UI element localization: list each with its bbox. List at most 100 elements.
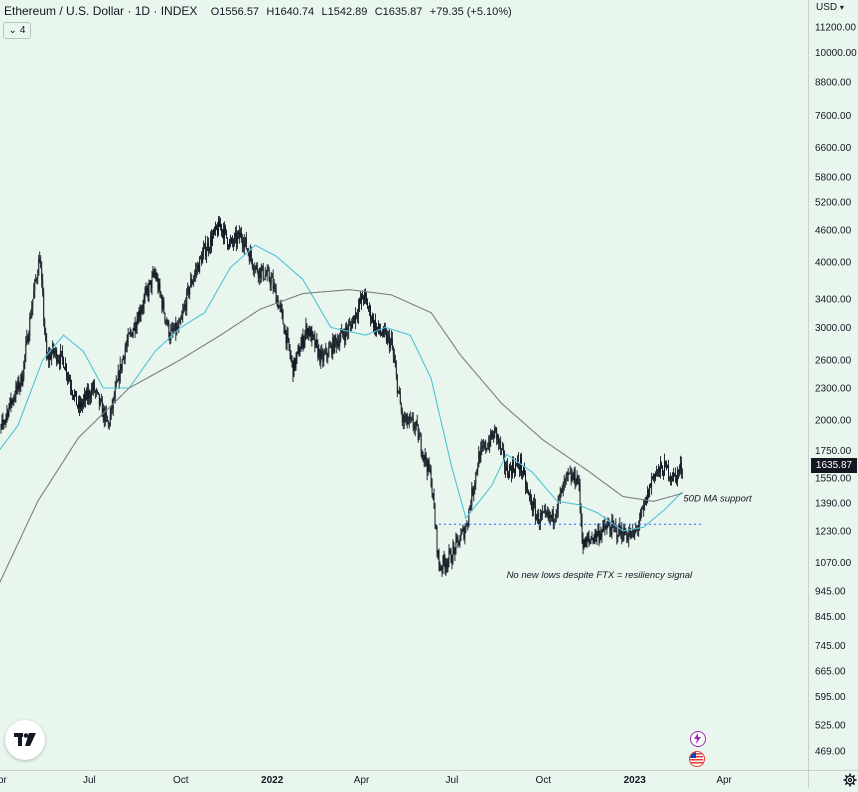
candle-body (34, 280, 36, 291)
candle-body (196, 269, 198, 271)
price-tick-label: 1070.00 (815, 558, 852, 569)
candle-body (248, 253, 250, 262)
candle-body (560, 488, 562, 493)
candle-body (582, 539, 584, 549)
candle-body (454, 548, 456, 554)
price-tick-label: 2000.00 (815, 415, 852, 426)
time-tick-label: 2023 (624, 775, 647, 786)
candle-body (628, 534, 630, 541)
candle-body (523, 468, 524, 475)
candle-body (549, 515, 551, 519)
chevron-down-icon: ⌄ (8, 25, 17, 36)
candle-body (667, 465, 668, 468)
candle-body (441, 567, 443, 570)
candle-body (165, 320, 167, 321)
us-flag-icon[interactable] (689, 751, 705, 767)
price-tick-label: 5800.00 (815, 172, 852, 183)
candle-body (343, 334, 345, 337)
candle-body (460, 533, 462, 541)
candle-body (94, 391, 96, 393)
candle-body (80, 401, 81, 409)
tradingview-logo-icon[interactable] (5, 720, 45, 760)
candle-body (147, 289, 149, 297)
candle-body (654, 473, 656, 479)
candle-body (438, 550, 440, 568)
candle-body (223, 230, 224, 239)
candle-body (198, 264, 200, 272)
candle-body (30, 316, 32, 318)
candle-body (434, 508, 436, 526)
candle-body (118, 372, 120, 382)
currency-selector[interactable]: USD ▾ (816, 2, 844, 13)
candle-body (402, 415, 404, 423)
candle-body (18, 380, 20, 389)
indicators-collapse-button[interactable]: ⌄ 4 (3, 22, 31, 39)
price-axis[interactable]: 11200.00 10000.00 8800.00 7600.00 6600.00 580… (815, 22, 857, 757)
candle-body (462, 527, 464, 531)
settings-gear-icon[interactable] (843, 773, 857, 787)
candle-body (467, 522, 469, 526)
candle-body (197, 264, 199, 270)
candle-body (268, 270, 270, 280)
candle-body (253, 270, 255, 271)
candle-body (141, 308, 143, 312)
candle-body (191, 278, 193, 285)
ohlc-change: +79.35 (+5.10%) (429, 6, 512, 18)
candle-body (449, 551, 451, 552)
candle-body (50, 353, 52, 360)
candle-body (220, 224, 221, 227)
candle-body (411, 417, 413, 419)
candle-body (680, 463, 682, 473)
candle-body (339, 339, 341, 347)
candle-body (245, 237, 247, 249)
candle-body (575, 484, 577, 485)
candle-body (224, 226, 225, 239)
candle-body (148, 283, 150, 297)
price-tick-label: 4600.00 (815, 225, 852, 236)
ohlc-close: C1635.87 (374, 6, 423, 18)
candle-body (535, 516, 537, 520)
candle-body (67, 375, 68, 378)
candle-body (254, 266, 256, 271)
candle-body (484, 442, 486, 448)
lightning-icon[interactable] (690, 731, 706, 747)
candle-body (405, 414, 407, 420)
candle-body (275, 288, 277, 304)
candle-body (256, 265, 258, 273)
candle-body (315, 339, 317, 348)
candle-body (412, 418, 414, 428)
symbol-title[interactable]: Ethereum / U.S. Dollar · 1D · INDEX (4, 4, 198, 18)
price-tick-label: 3400.00 (815, 294, 852, 305)
candle-body (450, 551, 452, 563)
candle-body (608, 523, 610, 526)
candle-body (679, 463, 681, 469)
candle-body (104, 410, 106, 422)
candle-body (658, 467, 660, 470)
time-axis[interactable]: Apr Jul Oct 2022 Apr Jul Oct 2023 Apr (0, 775, 733, 786)
candle-body (283, 324, 285, 334)
candle-body (473, 488, 475, 495)
candle-body (349, 324, 351, 326)
candle-body (286, 333, 288, 345)
candle-body (249, 251, 251, 262)
candle-body (395, 366, 397, 375)
candle-body (185, 304, 187, 311)
candle-body (650, 484, 652, 487)
candle-body (426, 463, 428, 473)
candle-body (46, 339, 48, 359)
candle-body (501, 448, 503, 450)
candle-body (305, 325, 307, 334)
candle-body (128, 333, 130, 335)
candle-body (394, 361, 396, 367)
last-price-label: 1635.87 (811, 458, 857, 474)
candle-body (570, 472, 572, 481)
candle-body (417, 425, 419, 441)
candle-body (49, 353, 51, 361)
candle-body (27, 335, 29, 343)
candle-body (595, 531, 597, 539)
candle-body (499, 440, 501, 444)
candle-body (474, 483, 476, 489)
candle-body (130, 332, 132, 334)
candle-body (447, 560, 449, 567)
